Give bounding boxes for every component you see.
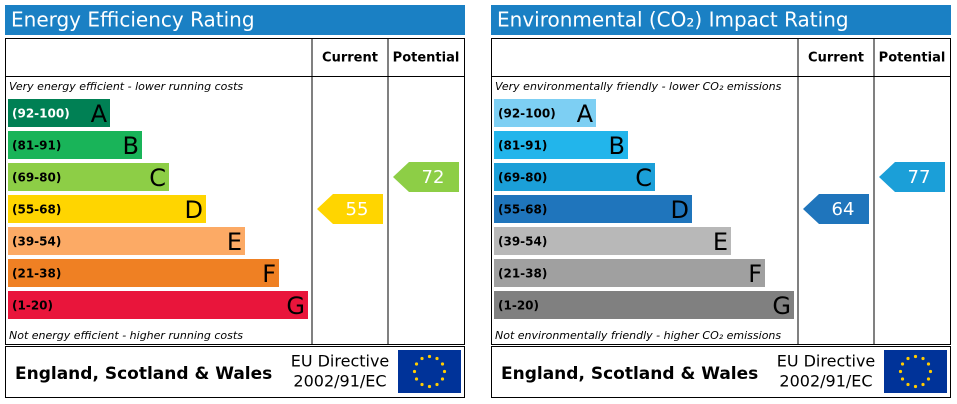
eu-star: [440, 362, 445, 366]
band: [8, 195, 206, 223]
eu-star: [427, 384, 432, 389]
eu-star: [913, 384, 918, 389]
band: [494, 195, 692, 223]
eu-star: [906, 356, 910, 361]
band: [8, 131, 142, 159]
directive-code: 2002/91/EC: [779, 372, 872, 391]
band-letter: A: [577, 100, 594, 128]
column-header: Current: [322, 51, 378, 66]
band-range: (69-80): [498, 171, 547, 185]
band-letter: C: [635, 164, 652, 192]
band-range: (1-20): [498, 299, 539, 313]
band-range: (21-38): [498, 267, 547, 281]
rating-value: 72: [422, 167, 445, 188]
band: [494, 163, 655, 191]
band-range: (55-68): [498, 203, 547, 217]
eu-star: [926, 377, 931, 381]
band: [494, 131, 628, 159]
band: [8, 227, 245, 255]
band-range: (81-91): [12, 139, 61, 153]
band-range: (92-100): [12, 107, 70, 121]
band-letter: D: [671, 196, 689, 224]
bottom-note: Not environmentally friendly - higher CO…: [495, 329, 781, 342]
band-letter: B: [609, 132, 625, 160]
frame: [5, 38, 465, 345]
eu-star: [906, 382, 910, 387]
band: [8, 99, 110, 127]
frame: [491, 38, 951, 345]
bottom-note: Not energy efficient - higher running co…: [9, 329, 243, 342]
rating-value: 55: [346, 199, 369, 220]
band: [494, 291, 794, 319]
title-bar: [491, 5, 951, 35]
eu-star: [440, 377, 445, 381]
footer-frame: [5, 346, 465, 398]
footer-region: England, Scotland & Wales: [15, 364, 272, 384]
eu-star: [414, 377, 419, 381]
rating-value: 77: [908, 167, 931, 188]
chart-title: Energy Efficiency Rating: [11, 8, 255, 32]
band-letter: E: [713, 228, 728, 256]
band: [494, 259, 765, 287]
eu-star: [435, 382, 439, 387]
band-range: (69-80): [12, 171, 61, 185]
eu-star: [900, 377, 905, 381]
band-range: (81-91): [498, 139, 547, 153]
band-range: (21-38): [12, 267, 61, 281]
band-letter: C: [149, 164, 166, 192]
band-letter: B: [123, 132, 139, 160]
top-note: Very environmentally friendly - lower CO…: [495, 80, 782, 93]
band-range: (1-20): [12, 299, 53, 313]
eu-star: [921, 356, 925, 361]
eu-star: [898, 369, 903, 374]
footer-frame: [491, 346, 951, 398]
footer-region: England, Scotland & Wales: [501, 364, 758, 384]
eu-star: [412, 369, 417, 374]
top-note: Very energy efficient - lower running co…: [9, 80, 243, 93]
band: [8, 291, 308, 319]
eu-star: [427, 354, 432, 359]
band-letter: G: [286, 292, 305, 320]
band-letter: F: [262, 260, 276, 288]
band-letter: E: [227, 228, 242, 256]
band-letter: D: [185, 196, 203, 224]
eu-star: [420, 356, 424, 361]
eu-star: [926, 362, 931, 366]
band-range: (55-68): [12, 203, 61, 217]
band-letter: A: [91, 100, 108, 128]
eu-star: [913, 354, 918, 359]
directive-code: 2002/91/EC: [293, 372, 386, 391]
eu-star: [928, 369, 933, 374]
band-letter: F: [748, 260, 762, 288]
chart-title: Environmental (CO₂) Impact Rating: [497, 8, 849, 32]
band: [8, 259, 279, 287]
band-range: (92-100): [498, 107, 556, 121]
rating-arrow: [879, 162, 945, 192]
rating-value: 64: [832, 199, 855, 220]
rating-arrow: [803, 194, 869, 224]
band: [8, 163, 169, 191]
band-range: (39-54): [498, 235, 547, 249]
band: [494, 227, 731, 255]
title-bar: [5, 5, 465, 35]
directive: EU Directive: [291, 352, 390, 371]
directive: EU Directive: [777, 352, 876, 371]
band-letter: G: [772, 292, 791, 320]
eu-star: [420, 382, 424, 387]
eu-star: [435, 356, 439, 361]
band: [494, 99, 596, 127]
column-header: Potential: [393, 51, 460, 66]
eu-star: [900, 362, 905, 366]
eu-star: [921, 382, 925, 387]
column-header: Current: [808, 51, 864, 66]
rating-arrow: [393, 162, 459, 192]
eu-star: [442, 369, 447, 374]
band-range: (39-54): [12, 235, 61, 249]
column-header: Potential: [879, 51, 946, 66]
eu-star: [414, 362, 419, 366]
rating-arrow: [317, 194, 383, 224]
